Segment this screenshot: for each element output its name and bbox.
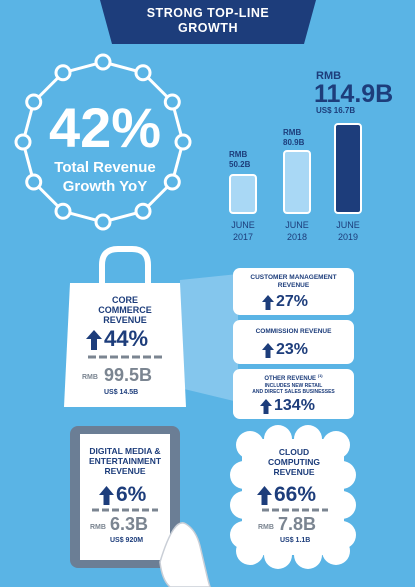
digital-media-title-line1: DIGITAL MEDIA & <box>89 446 161 456</box>
core-commerce-growth: 44% <box>104 326 149 351</box>
commission-growth: 23% <box>276 341 309 358</box>
ring-node <box>134 64 152 82</box>
digital-media-amount: 6.3B <box>110 514 149 534</box>
growth-ring <box>14 53 192 231</box>
cloud-amount: 7.8B <box>278 514 317 534</box>
core-commerce-title: CORE COMMERCE REVENUE <box>70 295 180 325</box>
other-revenue-title: OTHER REVENUE (1) INCLUDES NEW RETAIL AN… <box>233 372 354 395</box>
ring-node <box>54 64 72 82</box>
bar-2017-amount: 50.2B <box>229 160 251 169</box>
cloud-currency: RMB <box>258 524 274 531</box>
bar-2019-currency: RMB <box>316 70 342 82</box>
arrow-up-icon <box>257 486 272 505</box>
core-commerce-currency: RMB <box>82 374 98 381</box>
bar-2018-value: RMB 80.9B <box>283 128 304 148</box>
core-commerce-title-line3: REVENUE <box>103 315 147 325</box>
arrow-up-icon <box>86 330 102 350</box>
cloud-growth: 66% <box>274 483 317 506</box>
ring-node <box>163 173 181 191</box>
ring-node <box>54 202 72 220</box>
customer-management-title: CUSTOMER MANAGEMENT REVENUE <box>233 274 354 290</box>
shopping-bag-icon <box>64 246 186 407</box>
ring-node <box>174 133 192 151</box>
customer-management-title-line1: CUSTOMER MANAGEMENT <box>250 274 337 281</box>
bar-2019-amount: 114.9B <box>314 80 394 108</box>
core-commerce-title-line1: CORE <box>111 295 138 305</box>
other-revenue-footnote: (1) <box>317 373 323 378</box>
bar-2018-currency: RMB <box>283 128 302 137</box>
cloud-usd: US$ 1.1B <box>280 537 311 544</box>
core-commerce-title-line2: COMMERCE <box>98 305 152 315</box>
bar-2017 <box>229 174 257 214</box>
cloud-title: CLOUD COMPUTING REVENUE <box>244 447 344 477</box>
total-growth-label-line2: Growth YoY <box>62 178 148 195</box>
digital-media-title-line3: REVENUE <box>104 466 146 476</box>
header-title-line1: STRONG TOP-LINE <box>146 6 270 20</box>
header-title: STRONG TOP-LINE GROWTH <box>100 6 316 36</box>
arrow-up-icon <box>99 486 114 505</box>
bar-2017-value: RMB 50.2B <box>229 150 250 170</box>
cloud-icon <box>230 425 356 569</box>
bar-2019-year: 2019 <box>337 232 359 242</box>
dash-divider <box>88 355 162 359</box>
arrow-up-icon <box>262 295 274 310</box>
digital-media-title: DIGITAL MEDIA & ENTERTAINMENT REVENUE <box>80 446 170 476</box>
other-revenue-growth: 134% <box>274 397 315 414</box>
total-growth-label-line1: Total Revenue <box>54 159 156 176</box>
bar-2017-year: 2017 <box>232 232 254 242</box>
arrow-up-icon <box>262 343 274 358</box>
bar-2017-currency: RMB <box>229 150 248 159</box>
digital-media-currency: RMB <box>90 524 106 531</box>
bar-2018-date: JUNE 2018 <box>276 219 318 243</box>
bar-2019-month: JUNE <box>336 220 360 230</box>
other-revenue-title-text: OTHER REVENUE <box>264 376 317 382</box>
header-banner <box>100 0 316 44</box>
bar-2017-date: JUNE 2017 <box>222 219 264 243</box>
cloud-title-line1: CLOUD <box>278 447 310 457</box>
bar-2017-month: JUNE <box>231 220 255 230</box>
digital-media-growth: 6% <box>116 483 147 506</box>
bar-2019-date: JUNE 2019 <box>327 219 369 243</box>
digital-media-title-line2: ENTERTAINMENT <box>88 456 162 466</box>
commission-card <box>233 320 354 364</box>
arrow-up-icon <box>260 399 272 414</box>
header-title-line2: GROWTH <box>178 21 238 35</box>
bar-2019 <box>334 123 362 214</box>
bar-2018-year: 2018 <box>286 232 308 242</box>
dash-divider <box>92 508 158 512</box>
ring-node <box>94 53 112 71</box>
customer-management-card <box>233 268 354 315</box>
connector-wedge <box>180 274 238 402</box>
core-commerce-amount: 99.5B <box>104 365 153 385</box>
commission-title: COMMISSION REVENUE <box>255 328 332 335</box>
customer-management-growth: 27% <box>276 293 309 310</box>
ring-node <box>94 213 112 231</box>
other-revenue-sub1: INCLUDES NEW RETAIL <box>264 383 323 389</box>
tablet-icon <box>70 426 211 587</box>
bar-2018-month: JUNE <box>285 220 309 230</box>
digital-media-usd: US$ 920M <box>110 537 144 544</box>
other-revenue-card <box>233 369 354 419</box>
ring-node <box>134 202 152 220</box>
total-growth-label: Total Revenue Growth YoY <box>30 158 180 196</box>
bar-2018-amount: 80.9B <box>283 138 305 147</box>
bar-2018 <box>283 150 311 214</box>
bar-2019-usd: US$ 16.7B <box>316 106 356 115</box>
customer-management-title-line2: REVENUE <box>277 282 310 289</box>
core-commerce-usd: US$ 14.5B <box>104 389 139 396</box>
cloud-title-line2: COMPUTING <box>268 457 320 467</box>
ring-node <box>25 173 43 191</box>
total-growth-value: 42% <box>48 96 162 159</box>
dash-divider <box>262 508 328 512</box>
ring-node <box>14 133 32 151</box>
ring-node <box>25 93 43 111</box>
cloud-title-line3: REVENUE <box>273 467 315 477</box>
other-revenue-sub2: AND DIRECT SALES BUSINESSES <box>252 389 335 395</box>
ring-node <box>163 93 181 111</box>
